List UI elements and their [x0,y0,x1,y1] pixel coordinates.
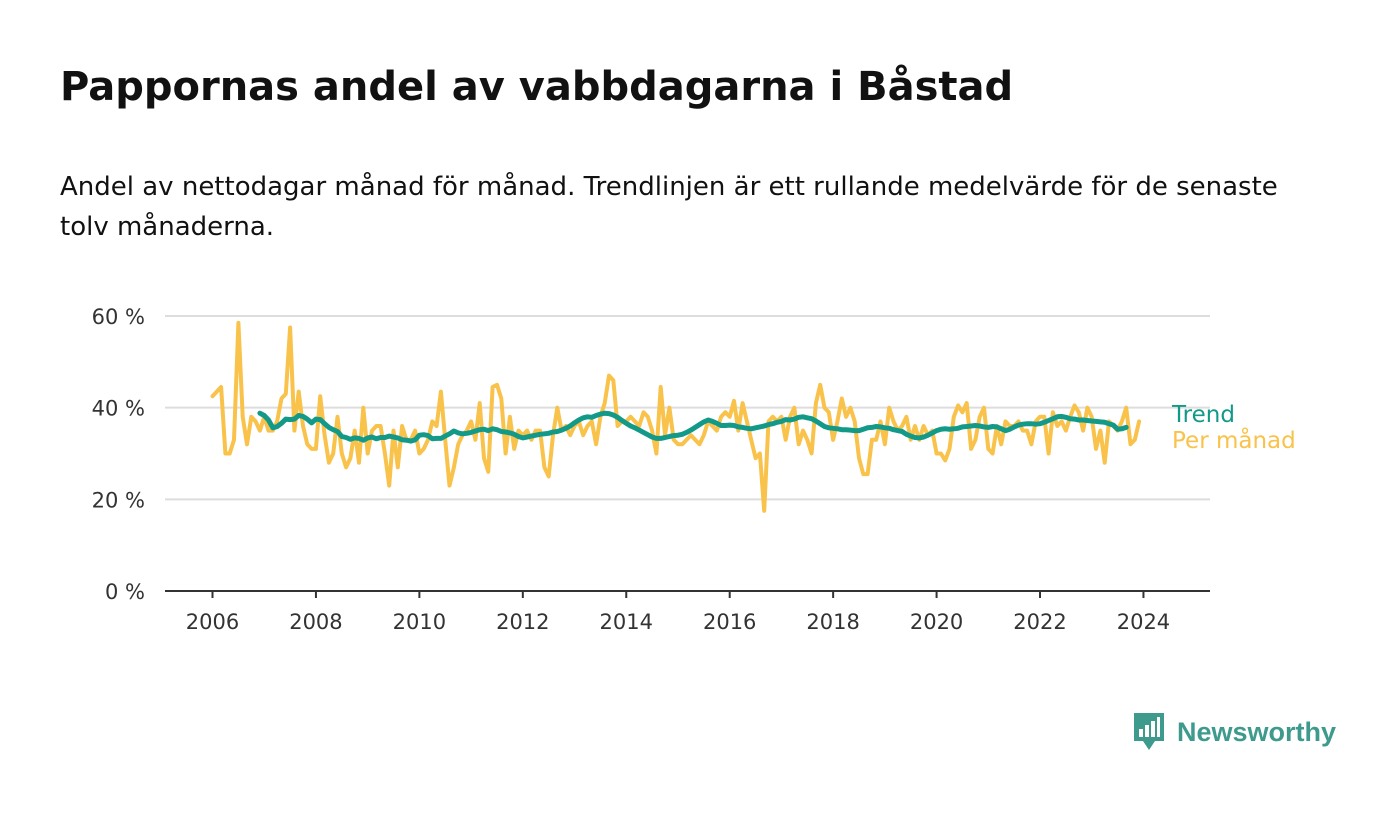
x-tick-label: 2016 [703,610,756,634]
x-tick-label: 2008 [289,610,342,634]
x-tick-label: 2020 [910,610,963,634]
grid-lines [165,315,1210,592]
chart-title: Pappornas andel av vabbdagarna i Båstad [60,64,1014,110]
chart-subtitle: Andel av nettodagar månad för månad. Tre… [60,172,1278,242]
x-tick-label: 2006 [186,610,239,634]
x-axis-tick-labels: 2006 2008 2010 2012 2014 2016 2018 2020 2022 2024 [186,591,1170,634]
y-axis-tick-labels: 0 % 20 % 40 % 60 % [92,305,145,604]
newsworthy-logo-icon [1134,713,1164,750]
x-tick-label: 2018 [806,610,859,634]
brand-name: Newsworthy [1177,716,1337,747]
y-tick-label: 60 % [92,305,145,329]
monthly-series-label: Per månad [1172,426,1296,454]
x-tick-label: 2014 [600,610,653,634]
x-tick-label: 2010 [393,610,446,634]
y-tick-label: 0 % [105,580,145,604]
trend-line [257,410,1129,444]
newsworthy-brand: Newsworthy [1133,712,1336,752]
x-tick-label: 2022 [1013,610,1066,634]
x-tick-label: 2024 [1117,610,1170,634]
monthly-line [210,320,1142,513]
series-lines [210,320,1142,513]
y-tick-label: 20 % [92,488,145,512]
trend-series-label: Trend [1171,402,1235,428]
y-tick-label: 40 % [92,397,145,421]
x-tick-label: 2012 [496,610,549,634]
